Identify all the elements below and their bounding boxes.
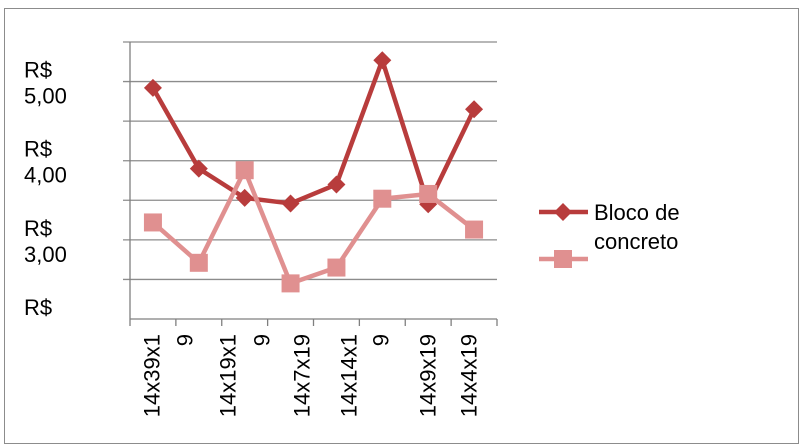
- y-tick-label: 4,00: [24, 163, 67, 188]
- y-tick-label: 3,00: [24, 242, 67, 267]
- data-point: [373, 189, 392, 208]
- legend-label: Bloco de: [594, 200, 680, 225]
- y-tick-label: R$: [24, 216, 52, 241]
- y-tick-label: 5,00: [24, 84, 67, 109]
- x-tick-label: 14x4x19: [457, 334, 482, 417]
- x-tick-label: 14x19x1: [216, 334, 241, 417]
- data-point: [143, 213, 162, 232]
- x-tick-label: 9: [369, 334, 394, 346]
- x-tick-label: 14x39x1: [140, 334, 165, 417]
- data-point: [235, 188, 254, 207]
- x-tick-label: 14x14x1: [337, 334, 362, 417]
- series-line: [150, 57, 477, 207]
- y-tick-label: R$: [24, 295, 52, 320]
- data-point: [189, 253, 208, 272]
- data-point: [281, 274, 300, 293]
- chart-frame: [4, 8, 799, 444]
- y-tick-label: R$: [24, 137, 52, 162]
- x-tick-label: 14x9x19: [416, 334, 441, 417]
- data-point: [373, 51, 392, 70]
- y-tick-label: R$: [24, 58, 52, 83]
- data-point: [235, 161, 254, 180]
- legend-marker: [554, 250, 572, 268]
- data-point: [419, 184, 438, 203]
- data-point: [281, 194, 300, 213]
- x-tick-label: 9: [250, 334, 275, 346]
- x-tick-label: 14x7x19: [290, 334, 315, 417]
- data-point: [327, 175, 346, 194]
- data-point: [327, 258, 346, 277]
- data-point: [143, 78, 162, 97]
- data-point: [189, 159, 208, 178]
- data-point: [465, 100, 484, 119]
- data-point: [465, 220, 484, 239]
- x-tick-label: 9: [173, 334, 198, 346]
- legend-label: concreto: [594, 229, 678, 254]
- legend-marker: [554, 203, 572, 221]
